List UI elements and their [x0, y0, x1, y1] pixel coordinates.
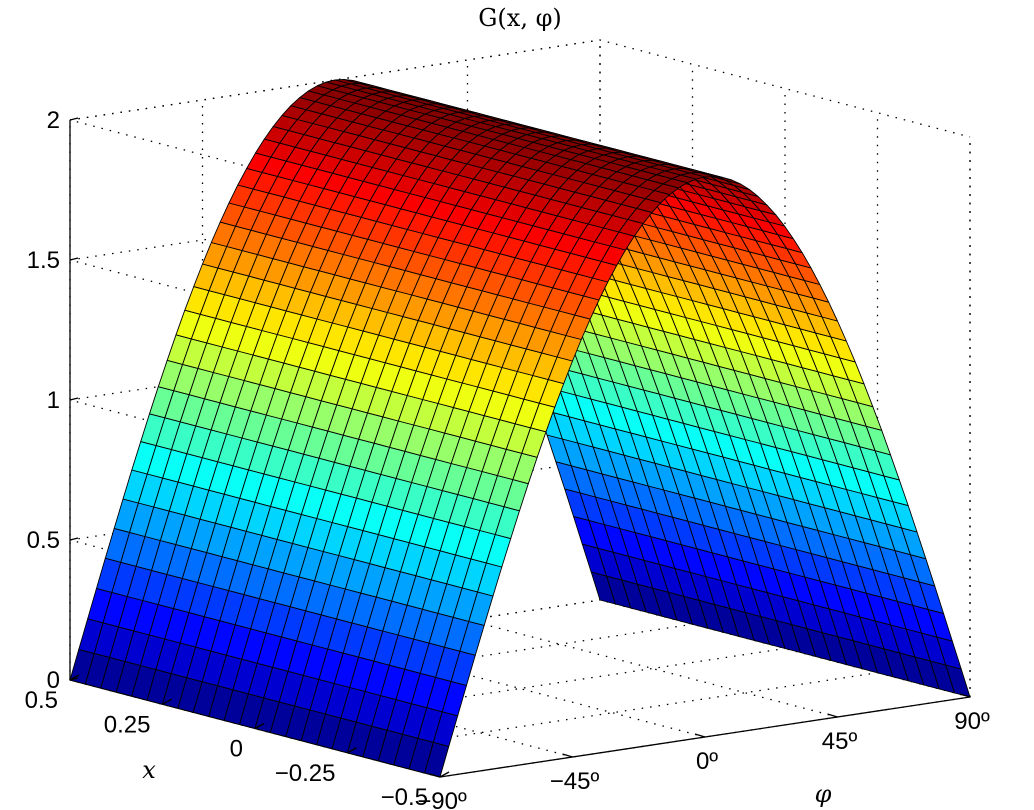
x-tick-label: 0.25 [104, 711, 151, 738]
tick-labels: 00.511.520.50.250−0.25−0.5−90º−45º0º45º9… [25, 107, 990, 810]
z-tick-label: 1 [47, 387, 60, 414]
x-tick-label: −0.5 [381, 784, 428, 810]
surface-patch [680, 172, 706, 180]
x-tick [162, 698, 172, 705]
z-tick [69, 537, 79, 541]
z-tick [69, 397, 79, 401]
phi-tick [694, 733, 706, 738]
phi-tick [959, 693, 971, 698]
x-tick-label: −0.25 [275, 760, 336, 787]
x-tick [347, 747, 357, 754]
z-tick-label: 1.5 [27, 247, 60, 274]
surface-mesh [69, 78, 971, 778]
x-tick [69, 674, 80, 681]
z-tick [69, 257, 79, 261]
phi-tick-label: 45º [822, 728, 858, 755]
phi-tick-label: −90º [417, 788, 467, 810]
x-tick [439, 771, 450, 778]
z-tick [69, 117, 79, 121]
phi-tick [827, 713, 838, 718]
x-tick [254, 722, 265, 730]
phi-tick [562, 753, 573, 758]
x-axis-label: x [142, 756, 156, 784]
phi-tick-label: −45º [550, 768, 600, 795]
grid-top-edge [69, 39, 971, 138]
phi-tick-label: 90º [954, 708, 990, 735]
z-tick-label: 2 [47, 107, 60, 134]
chart-title: G(x, φ) [478, 4, 562, 32]
phi-tick [429, 773, 441, 778]
x-tick-label: 0 [230, 736, 243, 763]
x-tick-label: 0.5 [25, 687, 58, 714]
z-tick-label: 0.5 [27, 527, 60, 554]
phi-axis-label: φ [815, 780, 832, 808]
z-tick-label: 0 [47, 667, 60, 694]
phi-tick-label: 0º [696, 748, 718, 775]
